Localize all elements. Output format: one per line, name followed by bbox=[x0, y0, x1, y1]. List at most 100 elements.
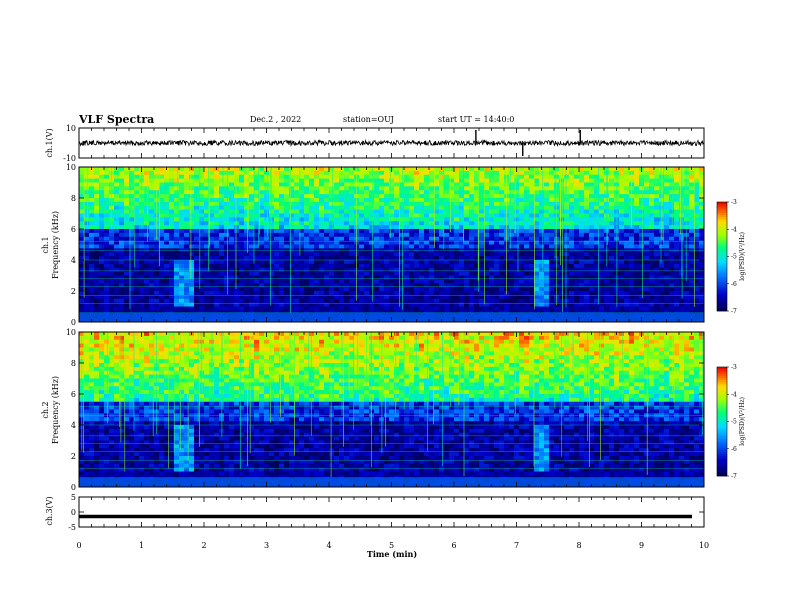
spectrogram-cell bbox=[129, 306, 135, 311]
spectrogram-cell bbox=[164, 283, 170, 288]
spectrogram-cell bbox=[514, 221, 520, 226]
spectrogram-cell bbox=[304, 229, 310, 234]
spectrogram-cell bbox=[234, 244, 240, 249]
spectrogram-cell bbox=[119, 298, 125, 304]
spectrogram-cell bbox=[379, 256, 385, 261]
spectrogram-cell bbox=[124, 186, 130, 191]
spectrogram-cell bbox=[189, 256, 195, 261]
spectrogram-cell bbox=[319, 294, 325, 300]
spectrogram-cell bbox=[229, 229, 235, 234]
spectrogram-cell bbox=[424, 287, 430, 292]
spectrogram-cell bbox=[494, 190, 500, 195]
spectrogram-cell bbox=[534, 217, 540, 222]
spectrogram-cell bbox=[559, 201, 565, 207]
spectrogram-cell bbox=[499, 217, 505, 222]
spectrogram-cell bbox=[369, 174, 375, 180]
spectrogram-cell bbox=[319, 252, 325, 257]
spectrogram-cell bbox=[424, 263, 430, 269]
spectrogram-cell bbox=[124, 287, 130, 292]
spectrogram-cell bbox=[404, 298, 410, 304]
spectrogram-cell bbox=[199, 198, 205, 203]
spectrogram-cell bbox=[179, 252, 185, 257]
spectrogram-cell bbox=[389, 291, 395, 296]
spectrogram-cell bbox=[639, 252, 645, 257]
spectrogram-cell bbox=[119, 186, 125, 191]
spectrogram-cell bbox=[109, 302, 115, 307]
spectrogram-cell bbox=[684, 213, 690, 218]
spectrogram-cell bbox=[424, 260, 430, 265]
spectrogram-cell bbox=[269, 302, 275, 307]
spectrogram-cell bbox=[599, 275, 605, 280]
spectrogram-cell bbox=[199, 260, 205, 265]
spectrogram-cell bbox=[174, 190, 180, 195]
spectrogram-cell bbox=[589, 174, 595, 180]
spectrogram-cell bbox=[364, 256, 370, 261]
spectrogram-cell bbox=[99, 291, 105, 296]
spectrogram-cell bbox=[104, 194, 110, 199]
spectrogram-cell bbox=[419, 263, 425, 269]
spectrogram-cell bbox=[509, 294, 515, 300]
spectrogram-cell bbox=[159, 263, 165, 269]
spectrogram-cell bbox=[339, 263, 345, 269]
spectrogram-cell bbox=[294, 217, 300, 222]
spectrogram-cell bbox=[369, 271, 375, 276]
spectrogram-cell bbox=[639, 213, 645, 218]
spectrogram-cell bbox=[644, 221, 650, 226]
spectrogram-cell bbox=[634, 167, 640, 172]
spectrogram-cell bbox=[129, 283, 135, 288]
spectrogram-cell bbox=[529, 279, 535, 284]
spectrogram-cell bbox=[374, 260, 380, 265]
spectrogram-cell bbox=[239, 217, 245, 222]
spectrogram-cell bbox=[609, 225, 615, 230]
spectrogram-cell bbox=[454, 209, 460, 214]
spectrogram-cell bbox=[594, 209, 600, 214]
spectrogram-cell bbox=[609, 291, 615, 296]
spectrogram-cell bbox=[384, 271, 390, 276]
spectrogram-cell bbox=[369, 201, 375, 207]
spectrogram-cell bbox=[214, 205, 220, 211]
spectrogram-cell bbox=[104, 298, 110, 304]
spectrogram-cell bbox=[304, 178, 310, 183]
spectrogram-cell bbox=[289, 244, 295, 249]
spectrogram-cell bbox=[254, 182, 260, 187]
spectrogram-cell bbox=[244, 209, 250, 214]
spectrogram-cell bbox=[684, 232, 690, 238]
spectrogram-cell bbox=[299, 294, 305, 300]
spectrogram-cell bbox=[409, 182, 415, 187]
spectrogram-cell bbox=[179, 263, 185, 269]
spectrogram-cell bbox=[229, 240, 235, 245]
spectrogram-cell bbox=[239, 225, 245, 230]
spectrogram-cell bbox=[99, 194, 105, 199]
spectrogram-cell bbox=[484, 174, 490, 180]
spectrogram-cell bbox=[364, 252, 370, 257]
spectrogram-cell bbox=[159, 260, 165, 265]
spectrogram-cell bbox=[214, 209, 220, 214]
spectrogram-cell bbox=[79, 221, 85, 226]
spectrogram-cell bbox=[419, 190, 425, 195]
spectrogram-cell bbox=[564, 170, 570, 176]
spectrogram-cell bbox=[79, 178, 85, 183]
spectrogram-cell bbox=[379, 236, 385, 242]
spectrogram-cell bbox=[334, 263, 340, 269]
spectrogram-cell bbox=[179, 221, 185, 226]
spectrogram-cell bbox=[374, 306, 380, 311]
spectrogram-cell bbox=[414, 213, 420, 218]
spectrogram-cell bbox=[399, 256, 405, 261]
spectrogram-cell bbox=[364, 302, 370, 307]
spectrogram-cell bbox=[494, 229, 500, 234]
spectrogram-cell bbox=[474, 205, 480, 211]
spectrogram-cell bbox=[394, 260, 400, 265]
spectrogram-cell bbox=[599, 213, 605, 218]
spectrogram-cell bbox=[174, 302, 180, 307]
spectrogram-cell bbox=[284, 198, 290, 203]
spectrogram-cell bbox=[334, 306, 340, 311]
spectrogram-cell bbox=[114, 302, 120, 307]
spectrogram-cell bbox=[639, 198, 645, 203]
spectrogram-cell bbox=[84, 263, 90, 269]
spectrogram-cell bbox=[484, 182, 490, 187]
spectrogram-cell bbox=[219, 275, 225, 280]
spectrogram-cell bbox=[559, 298, 565, 304]
spectrogram-cell bbox=[99, 287, 105, 292]
spectrogram-cell bbox=[549, 298, 555, 304]
spectrogram-cell bbox=[154, 287, 160, 292]
